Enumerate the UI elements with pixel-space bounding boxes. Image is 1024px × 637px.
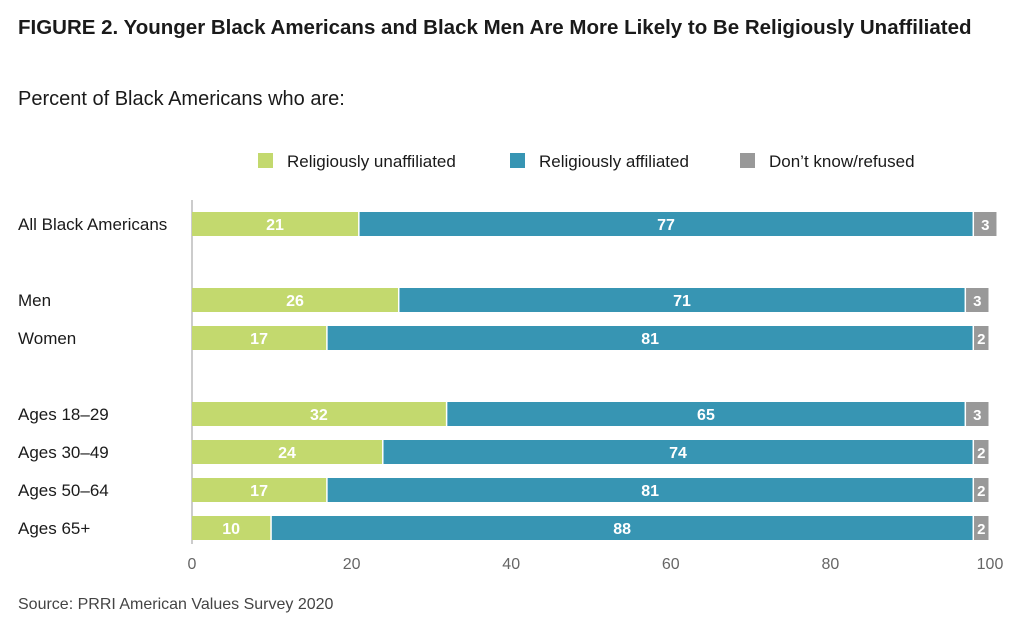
data-label-dontknow: 3	[973, 293, 981, 310]
data-label-affiliated: 81	[641, 331, 659, 348]
bar-segment-unaffiliated	[192, 402, 446, 426]
data-label-dontknow: 3	[981, 217, 989, 234]
legend-swatch-unaffiliated	[258, 153, 273, 168]
data-label-unaffiliated: 21	[266, 217, 284, 234]
bar-segment-dontknow	[974, 478, 989, 502]
bar-segment-unaffiliated	[192, 288, 398, 312]
category-label: Ages 50–64	[18, 481, 109, 500]
bar-segment-dontknow	[974, 326, 989, 350]
bar-segment-affiliated	[327, 326, 973, 350]
bar-segment-affiliated	[383, 440, 973, 464]
data-label-affiliated: 71	[673, 293, 691, 310]
data-label-unaffiliated: 26	[286, 293, 304, 310]
data-label-dontknow: 2	[977, 331, 985, 348]
bar-segment-unaffiliated	[192, 478, 327, 502]
x-tick-label: 20	[343, 556, 361, 573]
data-label-dontknow: 3	[973, 407, 981, 424]
data-label-unaffiliated: 10	[222, 521, 240, 538]
bar-segment-affiliated	[399, 288, 965, 312]
bar-segment-unaffiliated	[192, 440, 383, 464]
category-label: Women	[18, 329, 76, 348]
bar-segment-dontknow	[966, 402, 989, 426]
x-tick-label: 40	[502, 556, 520, 573]
data-label-affiliated: 65	[697, 407, 715, 424]
bar-segment-dontknow	[966, 288, 989, 312]
x-tick-label: 100	[977, 556, 1004, 573]
data-label-dontknow: 2	[977, 483, 985, 500]
bar-segment-unaffiliated	[192, 212, 359, 236]
bar-segment-dontknow	[974, 440, 989, 464]
data-label-dontknow: 2	[977, 445, 985, 462]
legend-label-affiliated: Religiously affiliated	[539, 152, 689, 171]
x-tick-label: 60	[662, 556, 680, 573]
category-label: All Black Americans	[18, 215, 167, 234]
legend-label-unaffiliated: Religiously unaffiliated	[287, 152, 456, 171]
data-label-affiliated: 74	[669, 445, 687, 462]
legend-swatch-dontknow	[740, 153, 755, 168]
x-tick-label: 80	[822, 556, 840, 573]
bar-segment-affiliated	[327, 478, 973, 502]
data-label-unaffiliated: 17	[250, 483, 268, 500]
category-label: Ages 65+	[18, 519, 90, 538]
bar-segment-unaffiliated	[192, 326, 327, 350]
bar-segment-affiliated	[359, 212, 973, 236]
bar-segment-dontknow	[974, 212, 997, 236]
category-label: Ages 30–49	[18, 443, 109, 462]
category-label: Ages 18–29	[18, 405, 109, 424]
bar-segment-dontknow	[974, 516, 989, 540]
data-label-unaffiliated: 17	[250, 331, 268, 348]
source-note: Source: PRRI American Values Survey 2020	[18, 596, 334, 613]
data-label-affiliated: 81	[641, 483, 659, 500]
chart-title: FIGURE 2. Younger Black Americans and Bl…	[18, 16, 972, 39]
chart-subtitle: Percent of Black Americans who are:	[18, 88, 345, 110]
category-label: Men	[18, 291, 51, 310]
data-label-dontknow: 2	[977, 521, 985, 538]
x-tick-label: 0	[188, 556, 197, 573]
legend-label-dontknow: Don’t know/refused	[769, 152, 915, 171]
bar-segment-unaffiliated	[192, 516, 271, 540]
data-label-unaffiliated: 32	[310, 407, 328, 424]
data-label-affiliated: 88	[613, 521, 631, 538]
data-label-unaffiliated: 24	[278, 445, 296, 462]
bar-segment-affiliated	[447, 402, 965, 426]
bar-segment-affiliated	[271, 516, 973, 540]
legend-swatch-affiliated	[510, 153, 525, 168]
data-label-affiliated: 77	[657, 217, 675, 234]
